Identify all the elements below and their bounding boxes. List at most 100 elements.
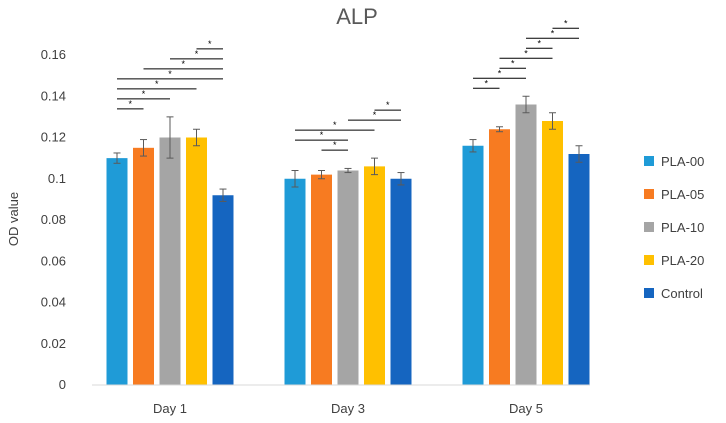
significance-brackets: * * * * * * * * * * * * * * * * * * *	[117, 18, 579, 151]
y-tick-label: 0.14	[41, 88, 66, 103]
bar-pla-20-3	[542, 121, 563, 385]
bar-pla-10-2	[337, 170, 359, 385]
legend-label: Control	[661, 286, 703, 301]
y-tick-label: 0.02	[41, 336, 66, 351]
significance-star: *	[386, 100, 390, 110]
y-axis-label: OD value	[6, 192, 21, 246]
error-bar-pla-00-1	[113, 152, 121, 164]
significance-bracket: *	[526, 38, 553, 49]
significance-bracket: *	[473, 68, 526, 79]
legend-swatch	[644, 288, 654, 298]
error-bar-pla-05-3	[496, 126, 503, 133]
significance-bracket: *	[295, 130, 348, 141]
bar-control-1	[212, 195, 234, 385]
error-bar-control-2	[397, 172, 405, 186]
x-axis-categories: Day 1 Day 3 Day 5	[153, 401, 543, 416]
significance-star: *	[168, 69, 172, 79]
significance-star: *	[498, 68, 502, 78]
legend-label: PLA-05	[661, 187, 704, 202]
significance-bracket: *	[117, 69, 223, 80]
error-bar-pla-05-1	[140, 139, 147, 157]
error-bar-pla-20-2	[371, 157, 378, 176]
bar-pla-20-1	[186, 137, 207, 385]
significance-bracket: *	[348, 110, 401, 121]
y-tick-label: 0	[59, 377, 66, 392]
legend-swatch	[644, 222, 654, 232]
significance-bracket: *	[499, 48, 553, 59]
error-bar-pla-10-2	[344, 167, 352, 174]
legend-item-pla-20: PLA-20	[644, 253, 704, 268]
significance-bracket: *	[499, 58, 526, 69]
y-tick-label: 0.1	[48, 171, 66, 186]
significance-bracket: *	[117, 99, 144, 110]
bar-pla-05-2	[311, 174, 332, 385]
chart-title: ALP	[336, 4, 378, 29]
error-bar-pla-00-2	[291, 170, 299, 188]
bar-pla-00-3	[462, 145, 484, 385]
significance-star: *	[373, 110, 377, 120]
legend-item-pla-10: PLA-10	[644, 220, 704, 235]
significance-star: *	[320, 130, 324, 140]
error-bar-pla-05-2	[318, 170, 325, 180]
y-tick-label: 0.04	[41, 295, 66, 310]
legend-swatch	[644, 156, 654, 166]
bar-control-2	[390, 178, 412, 385]
significance-star: *	[564, 18, 568, 28]
y-tick-label: 0.06	[41, 253, 66, 268]
bars	[106, 104, 590, 385]
significance-bracket: *	[117, 79, 197, 90]
significance-bracket: *	[143, 59, 223, 70]
x-category-label: Day 5	[509, 401, 543, 416]
x-category-label: Day 3	[331, 401, 365, 416]
legend-swatch	[644, 189, 654, 199]
error-bar-pla-20-1	[193, 128, 200, 147]
legend: PLA-00 PLA-05 PLA-10 PLA-20 Control	[644, 154, 704, 301]
significance-star: *	[537, 38, 541, 48]
significance-star: *	[333, 120, 337, 130]
legend-label: PLA-20	[661, 253, 704, 268]
significance-star: *	[511, 58, 515, 68]
bar-control-3	[568, 154, 590, 385]
y-tick-label: 0.16	[41, 47, 66, 62]
error-bar-pla-10-1	[166, 116, 174, 159]
y-tick-label: 0.12	[41, 130, 66, 145]
significance-bracket: *	[295, 120, 375, 131]
legend-item-pla-00: PLA-00	[644, 154, 704, 169]
significance-star: *	[333, 140, 337, 150]
significance-bracket: *	[117, 89, 170, 100]
significance-star: *	[208, 39, 212, 49]
legend-item-control: Control	[644, 286, 703, 301]
significance-star: *	[155, 79, 159, 89]
significance-bracket: *	[473, 78, 500, 89]
significance-star: *	[142, 89, 146, 99]
significance-star: *	[484, 78, 488, 88]
bar-pla-10-1	[159, 137, 181, 385]
error-bar-pla-10-3	[522, 95, 530, 114]
error-bar-control-3	[575, 145, 583, 163]
legend-label: PLA-00	[661, 154, 704, 169]
legend-item-pla-05: PLA-05	[644, 187, 704, 202]
significance-bracket: *	[526, 28, 579, 39]
y-axis-ticks: 0 0.02 0.04 0.06 0.08 0.1 0.12 0.14 0.16	[41, 47, 66, 392]
legend-swatch	[644, 255, 654, 265]
y-tick-label: 0.08	[41, 212, 66, 227]
legend-label: PLA-10	[661, 220, 704, 235]
bar-pla-00-1	[106, 158, 128, 385]
error-bars	[113, 95, 583, 202]
bar-pla-10-3	[515, 104, 537, 385]
significance-bracket: *	[552, 18, 579, 29]
significance-bracket: *	[321, 140, 348, 151]
error-bar-control-1	[219, 188, 227, 202]
significance-star: *	[181, 59, 185, 69]
error-bar-pla-20-3	[549, 112, 556, 130]
significance-star: *	[128, 99, 132, 109]
x-category-label: Day 1	[153, 401, 187, 416]
bar-pla-00-2	[284, 178, 306, 385]
bar-pla-05-3	[489, 129, 510, 385]
significance-bracket: *	[374, 100, 401, 111]
significance-star: *	[524, 48, 528, 58]
significance-bracket: *	[196, 39, 223, 50]
significance-star: *	[195, 49, 199, 59]
bar-pla-20-2	[364, 166, 385, 385]
